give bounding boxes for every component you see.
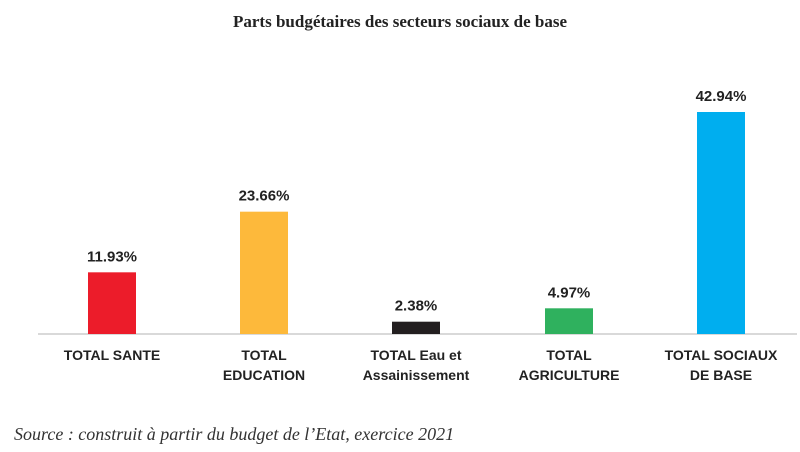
bar — [240, 211, 288, 334]
x-tick-label: AGRICULTURE — [519, 367, 620, 383]
x-tick-label: TOTAL — [241, 347, 287, 363]
x-tick-label: Assainissement — [363, 367, 470, 383]
bar — [88, 272, 136, 334]
data-label: 4.97% — [548, 284, 591, 301]
bar — [545, 308, 593, 334]
source-note: Source : construit à partir du budget de… — [14, 424, 455, 444]
x-tick-label: DE BASE — [690, 367, 752, 383]
data-label: 11.93% — [87, 248, 137, 265]
x-tick-label: EDUCATION — [223, 367, 305, 383]
x-tick-label: TOTAL — [546, 347, 592, 363]
data-label: 42.94% — [696, 88, 747, 105]
chart-title: Parts budgétaires des secteurs sociaux d… — [233, 12, 567, 31]
x-tick-label: TOTAL Eau et — [370, 347, 461, 363]
data-label: 2.38% — [395, 298, 438, 315]
data-label: 23.66% — [239, 188, 290, 205]
bar — [697, 112, 745, 334]
bar — [392, 321, 440, 334]
x-tick-label: TOTAL SANTE — [64, 347, 160, 363]
x-tick-label: TOTAL SOCIAUX — [665, 347, 778, 363]
